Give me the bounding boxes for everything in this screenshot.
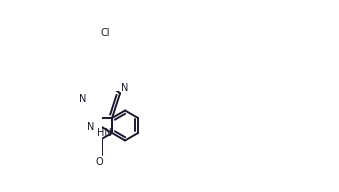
Text: N: N xyxy=(79,94,86,104)
Text: HN: HN xyxy=(97,128,112,138)
Text: O: O xyxy=(95,157,103,167)
Text: N: N xyxy=(121,83,128,93)
Text: Cl: Cl xyxy=(101,28,110,38)
Text: N: N xyxy=(87,122,94,132)
